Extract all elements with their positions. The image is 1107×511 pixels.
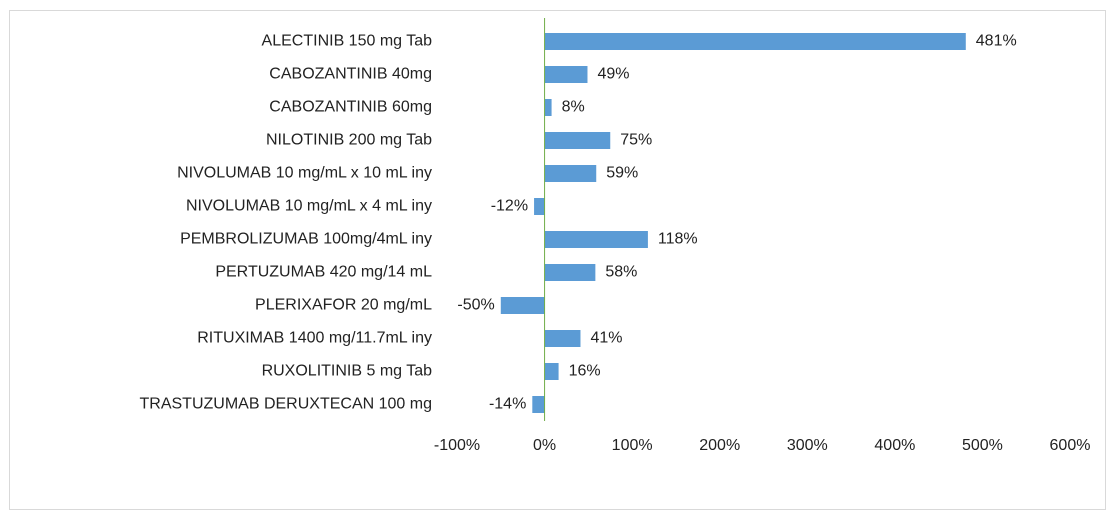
y-tick-label: CABOZANTINIB 40mg — [269, 66, 432, 83]
bar — [544, 264, 596, 281]
bar — [544, 99, 552, 116]
bar — [534, 198, 545, 215]
bar — [544, 165, 597, 182]
x-tick-label: 200% — [699, 437, 740, 454]
y-tick-label: RITUXIMAB 1400 mg/11.7mL iny — [197, 330, 432, 347]
y-tick-label: NIVOLUMAB 10 mg/mL x 4 mL iny — [186, 198, 432, 215]
x-tick-label: 600% — [1050, 437, 1091, 454]
value-label: 59% — [606, 165, 638, 182]
y-tick-label: ALECTINIB 150 mg Tab — [262, 33, 433, 50]
value-label: 49% — [597, 66, 629, 83]
y-tick-label: PEMBROLIZUMAB 100mg/4mL iny — [180, 231, 432, 248]
x-tick-label: 400% — [874, 437, 915, 454]
value-label: 41% — [590, 330, 622, 347]
value-label: 58% — [605, 264, 637, 281]
chart-border — [9, 10, 1106, 510]
bar — [532, 396, 545, 413]
y-tick-label: CABOZANTINIB 60mg — [269, 99, 432, 116]
value-label: 481% — [976, 33, 1017, 50]
x-tick-label: 100% — [612, 437, 653, 454]
y-tick-label: NILOTINIB 200 mg Tab — [266, 132, 432, 149]
value-label: -12% — [491, 198, 528, 215]
value-label: -50% — [457, 297, 494, 314]
y-tick-label: TRASTUZUMAB DERUXTECAN 100 mg — [140, 396, 433, 413]
value-label: 118% — [658, 231, 698, 248]
y-tick-label: RUXOLITINIB 5 mg Tab — [262, 363, 433, 380]
x-tick-label: 0% — [533, 437, 556, 454]
x-tick-label: 300% — [787, 437, 828, 454]
bar — [544, 363, 559, 380]
x-tick-label: -100% — [434, 437, 480, 454]
bar — [544, 132, 611, 149]
value-label: -14% — [489, 396, 526, 413]
y-tick-label: NIVOLUMAB 10 mg/mL x 10 mL iny — [177, 165, 432, 182]
value-label: 8% — [562, 99, 585, 116]
y-tick-label: PLERIXAFOR 20 mg/mL — [255, 297, 432, 314]
bar — [544, 330, 581, 347]
value-label: 75% — [620, 132, 652, 149]
bar — [500, 297, 545, 314]
bar — [544, 66, 588, 83]
x-tick-label: 500% — [962, 437, 1003, 454]
y-tick-label: PERTUZUMAB 420 mg/14 mL — [215, 264, 432, 281]
value-label: 16% — [569, 363, 601, 380]
bar — [544, 33, 966, 50]
bar — [544, 231, 648, 248]
